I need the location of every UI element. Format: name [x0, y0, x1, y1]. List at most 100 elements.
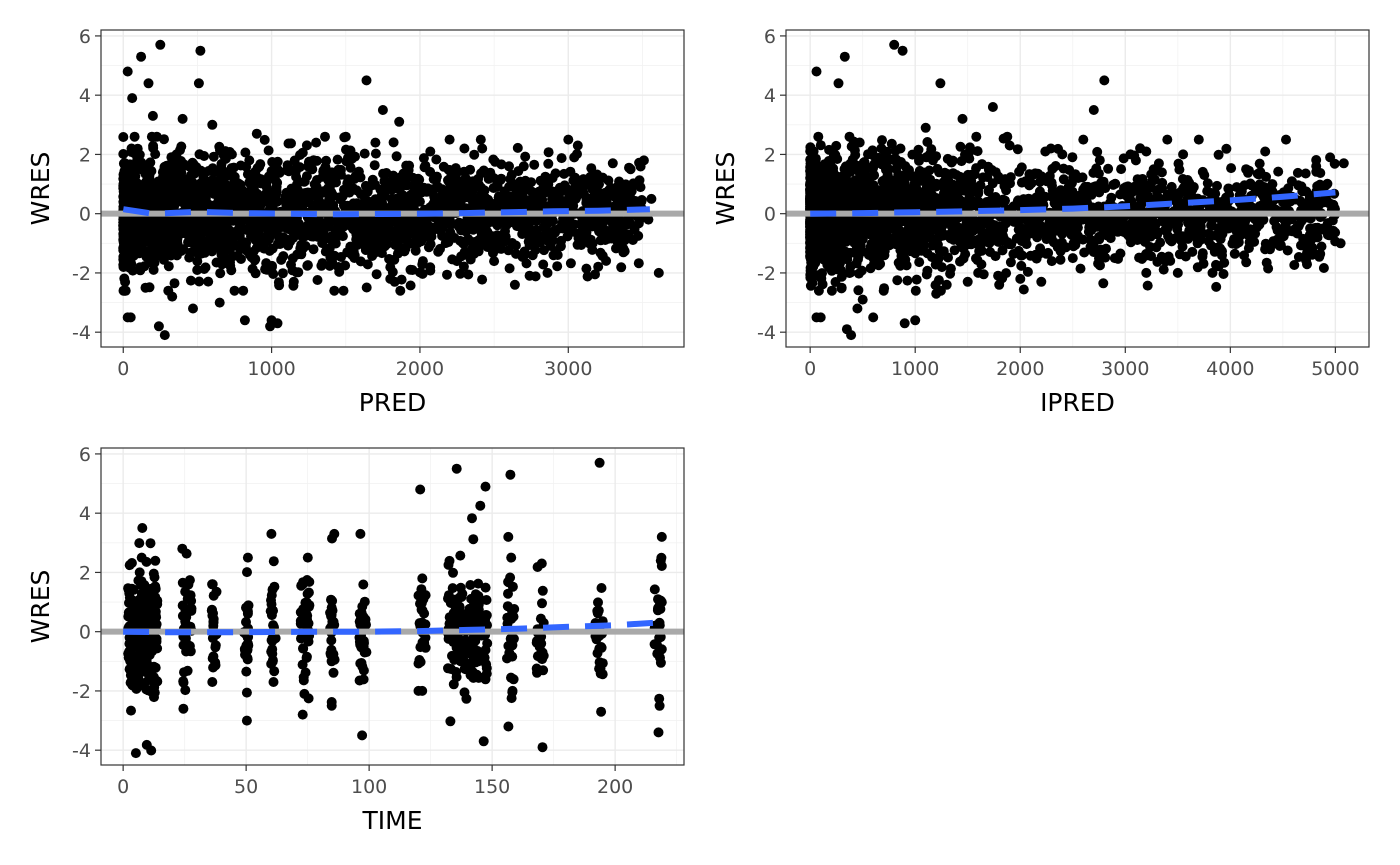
data-point [195, 230, 206, 241]
data-point [128, 250, 139, 261]
data-point [175, 229, 186, 240]
data-point [572, 140, 583, 151]
data-point [997, 245, 1008, 256]
data-point [1012, 144, 1023, 155]
data-point [278, 251, 289, 262]
data-point [312, 221, 323, 232]
data-point [182, 226, 193, 237]
data-point [163, 285, 174, 296]
data-point [1282, 245, 1293, 256]
data-point [833, 78, 844, 89]
data-point [496, 243, 507, 254]
data-point [164, 234, 174, 244]
data-point [1124, 192, 1135, 203]
data-point [339, 184, 349, 195]
data-point [509, 279, 520, 290]
data-point [513, 193, 524, 204]
data-point [839, 51, 850, 62]
data-point [371, 269, 382, 280]
data-point [274, 280, 285, 291]
data-point [185, 275, 196, 286]
data-point [1218, 269, 1229, 279]
data-point [359, 148, 370, 159]
data-point [213, 239, 224, 250]
data-point [624, 217, 635, 228]
data-point [302, 260, 313, 271]
data-point [209, 185, 220, 196]
data-point [1329, 158, 1340, 169]
data-point [293, 267, 304, 278]
data-point [521, 258, 532, 269]
data-point [176, 141, 187, 152]
data-point [361, 75, 372, 86]
data-point [920, 122, 931, 133]
data-point [226, 265, 237, 276]
data-point [815, 140, 826, 151]
data-point [265, 321, 276, 332]
data-point [1067, 253, 1078, 264]
data-point [972, 146, 983, 157]
data-point [1005, 257, 1016, 268]
data-point [370, 137, 381, 148]
data-point [910, 285, 921, 296]
data-point [121, 175, 132, 186]
data-point [263, 145, 274, 156]
data-point [1184, 225, 1195, 236]
data-point [190, 197, 200, 207]
data-point [261, 177, 272, 188]
data-point [414, 196, 425, 207]
data-point [196, 248, 207, 259]
data-point [339, 132, 350, 143]
x-tick-label: 1000 [247, 358, 295, 380]
data-point [192, 265, 203, 275]
data-point [922, 137, 933, 147]
panel-border [100, 29, 685, 348]
data-point [955, 171, 966, 182]
data-point [1211, 281, 1222, 292]
data-point [131, 225, 141, 236]
data-point [524, 240, 535, 250]
data-point [153, 321, 164, 332]
data-point [242, 245, 252, 256]
data-point [329, 285, 340, 296]
data-point [1173, 219, 1184, 230]
data-point [185, 183, 196, 194]
data-point [329, 250, 340, 261]
data-point [1219, 202, 1230, 213]
data-point [188, 303, 198, 314]
data-point [214, 297, 225, 308]
data-point [1015, 273, 1026, 284]
data-point [296, 230, 306, 241]
data-point [1092, 146, 1103, 157]
data-point [910, 235, 921, 245]
data-point [865, 263, 876, 274]
data-point [195, 45, 206, 56]
data-point [209, 166, 220, 177]
data-point [1215, 234, 1226, 245]
data-point [192, 256, 203, 267]
data-point [211, 176, 222, 187]
data-point [1192, 262, 1203, 273]
data-point [288, 198, 299, 209]
data-point [892, 275, 903, 286]
data-point [454, 180, 464, 191]
data-point [910, 315, 921, 326]
data-point [273, 165, 284, 176]
data-point [391, 151, 402, 162]
data-point [369, 160, 380, 171]
data-point [120, 259, 131, 270]
data-point [425, 146, 436, 157]
data-point [620, 182, 631, 192]
data-point [1296, 198, 1307, 208]
data-point [167, 182, 178, 193]
data-point [265, 195, 276, 206]
data-point [458, 238, 469, 249]
data-point [1072, 222, 1083, 233]
data-point [1073, 231, 1084, 242]
data-point [543, 158, 554, 169]
data-point [997, 197, 1008, 208]
data-point [227, 251, 238, 262]
